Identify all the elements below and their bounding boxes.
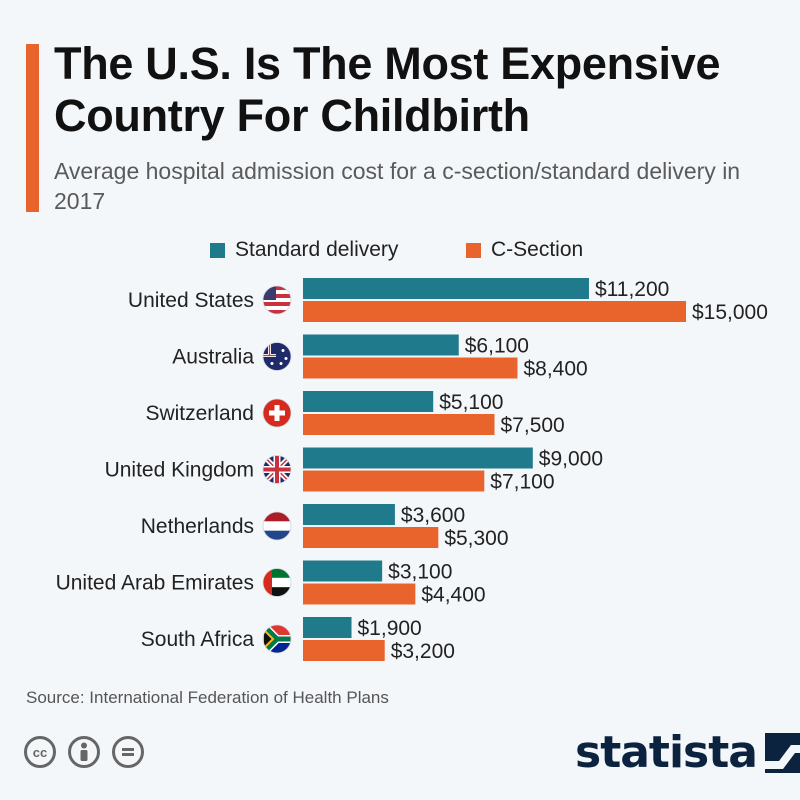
legend-label-csection: C-Section [491,238,584,261]
uae-flag-icon [263,568,291,597]
value-label-standard: $11,200 [595,278,669,301]
statista-mark-icon [764,732,800,773]
category-label: Switzerland [145,402,254,425]
bar-csection [303,527,439,548]
page-title: The U.S. Is The Most Expensive Country F… [54,38,721,141]
value-label-standard: $3,600 [401,504,465,527]
bar-standard [303,504,395,525]
legend-swatch-csection [466,242,481,258]
value-label-csection: $15,000 [692,301,768,324]
value-label-csection: $7,500 [501,414,565,437]
legend-item-standard: Standard delivery [210,236,398,264]
statista-logo[interactable]: statista [575,727,800,778]
bar-standard [303,560,383,582]
switzerland-flag-icon [263,399,291,427]
bar-standard [303,334,459,356]
page-subtitle: Average hospital admission cost for a c-… [54,158,741,214]
source-note: Source: International Federation of Heal… [26,688,389,707]
category-label: South Africa [141,628,255,651]
category-label: United States [128,289,254,312]
value-label-csection: $7,100 [490,471,554,494]
cc-icon[interactable]: cc [24,736,56,768]
value-label-standard: $3,100 [388,561,452,584]
value-label-standard: $1,900 [358,617,422,640]
legend-label-standard: Standard delivery [235,238,399,261]
bar-standard [303,278,589,299]
value-label-standard: $5,100 [439,391,503,414]
flag-outline [262,624,292,654]
flag-outline [262,398,292,428]
bar-csection [303,470,485,492]
bar-csection [303,414,495,435]
australia-flag-icon [263,342,291,371]
category-label: United Kingdom [105,459,254,482]
legend-swatch-standard [210,242,225,258]
equals-icon[interactable] [112,736,144,768]
value-label-csection: $3,200 [391,640,455,663]
category-label: Netherlands [141,515,254,538]
netherlands-flag-icon [263,512,291,540]
value-label-csection: $8,400 [523,358,587,381]
title-accent-bar [26,44,39,212]
person-icon[interactable] [68,736,100,768]
bar-standard [303,617,352,638]
value-label-standard: $6,100 [465,335,529,358]
south-africa-flag-icon [263,625,291,653]
bar-standard [303,447,533,469]
category-label: Australia [172,346,254,369]
flag-outline [262,511,292,541]
flag-outline [262,285,292,315]
value-label-standard: $9,000 [539,448,603,471]
flag-outline [262,455,292,484]
license-icons: cc [24,736,144,768]
category-label: United Arab Emirates [56,572,254,595]
value-label-csection: $4,400 [421,584,485,607]
bar-csection [303,357,518,379]
bar-csection [303,301,686,322]
flag-outline [262,568,292,597]
legend-item-csection: C-Section [466,236,583,264]
bar-csection [303,583,416,605]
bar-standard [303,391,434,412]
value-label-csection: $5,300 [444,527,508,550]
uk-flag-icon [263,455,291,484]
chart-legend: Standard delivery C-Section [0,236,800,264]
brand-name: statista [575,727,758,778]
bar-csection [303,640,385,661]
flag-outline [262,342,292,371]
